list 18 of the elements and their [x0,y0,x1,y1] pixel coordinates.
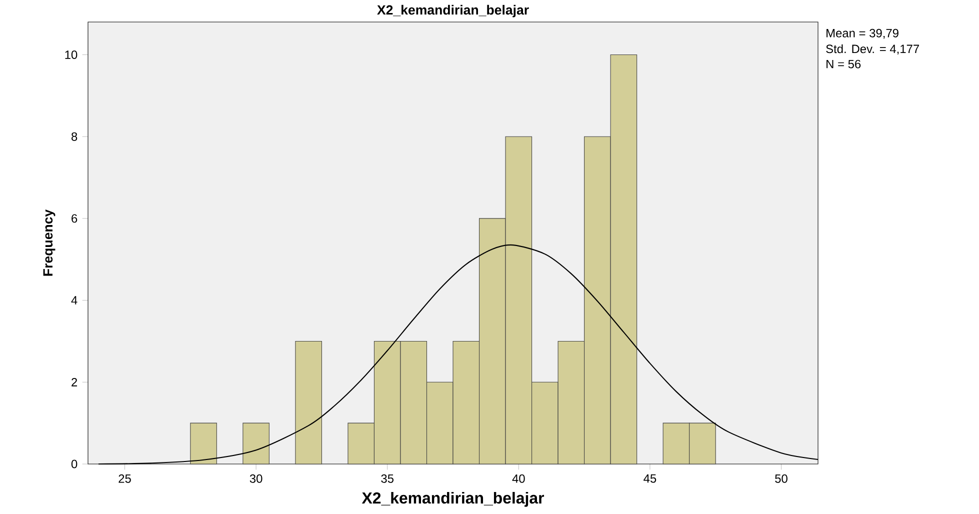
y-axis-title: Frequency [43,209,56,276]
text: Std. Dev. = 4,177 [826,44,919,55]
y-tick-label: 2 [72,378,78,386]
y-tick-label: 0 [71,460,78,468]
y-tick-label: 6 [72,214,78,223]
y-tick-label: 8 [72,132,78,141]
x-tick-label: 40 [512,474,525,483]
y-tick-label: 4 [71,296,78,304]
x-tick-label: 45 [644,474,656,483]
x-tick-label: 35 [381,474,394,483]
x-tick-label: 25 [118,474,131,483]
x-tick-label: 30 [250,474,262,483]
x-axis-title: X2_kemandirian_belajar [362,492,544,507]
text: N = 56 [826,60,861,68]
y-tick-label: 10 [65,50,78,59]
x-tick-label: 50 [775,474,788,483]
text: Mean = 39,79 [826,28,898,39]
chart-title: X2_kemandirian_belajar [377,4,529,18]
